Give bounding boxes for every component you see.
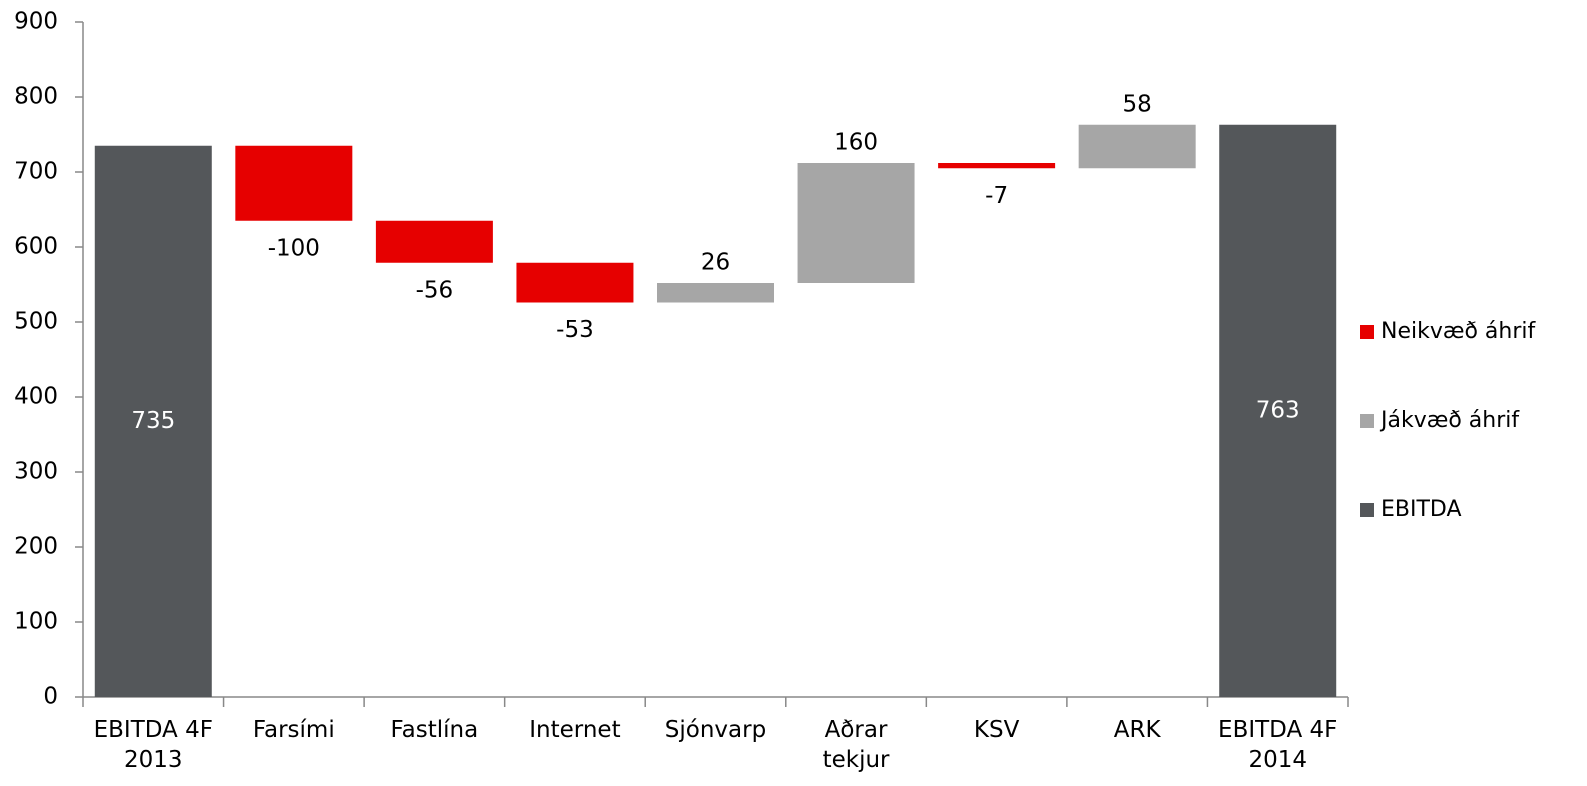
y-tick-label: 800: [14, 84, 58, 110]
bar: [235, 145, 353, 221]
y-tick-label: 400: [14, 384, 58, 410]
legend-label: EBITDA: [1381, 497, 1462, 522]
bar: [516, 262, 634, 303]
y-tick-label: 900: [14, 9, 58, 35]
y-tick-label: 500: [14, 309, 58, 335]
y-tick-label: 0: [43, 684, 58, 710]
x-tick-label: Farsími: [252, 717, 335, 743]
y-tick-label: 600: [14, 234, 58, 260]
bar: [94, 145, 212, 697]
y-tick-label: 700: [14, 159, 58, 185]
x-tick-label: Sjónvarp: [664, 717, 767, 743]
legend-label: Jákvæð áhrif: [1379, 408, 1520, 433]
x-tick-label: EBITDA 4F 2014: [1218, 717, 1338, 773]
x-tick-label: Fastlína: [390, 717, 479, 743]
value-label: -56: [416, 277, 454, 303]
y-tick-label: 100: [14, 609, 58, 635]
legend-swatch: [1360, 503, 1374, 517]
x-tick-label: EBITDA 4F 2013: [93, 717, 213, 773]
value-label: 735: [131, 408, 175, 434]
bar: [657, 283, 774, 303]
value-label: -7: [985, 183, 1008, 209]
y-tick-label: 300: [14, 459, 58, 485]
x-tick-label: Internet: [529, 717, 621, 743]
bar: [797, 163, 915, 283]
value-label: -100: [268, 235, 320, 261]
bar: [1078, 124, 1196, 169]
legend-swatch: [1360, 414, 1374, 428]
value-label: 160: [834, 130, 878, 156]
x-tick-label: KSV: [973, 717, 1020, 743]
bar: [375, 220, 493, 263]
value-label: 763: [1256, 397, 1300, 423]
x-tick-label: ARK: [1113, 717, 1161, 743]
y-tick-label: 200: [14, 534, 58, 560]
bar: [938, 163, 1056, 169]
bar: [1219, 124, 1337, 697]
value-label: -53: [556, 317, 594, 343]
legend-label: Neikvæð áhrif: [1381, 319, 1537, 344]
legend-swatch: [1360, 325, 1374, 339]
value-label: 58: [1123, 91, 1152, 117]
value-label: 26: [701, 250, 730, 276]
x-tick-label: Aðrar tekjur: [822, 717, 890, 773]
